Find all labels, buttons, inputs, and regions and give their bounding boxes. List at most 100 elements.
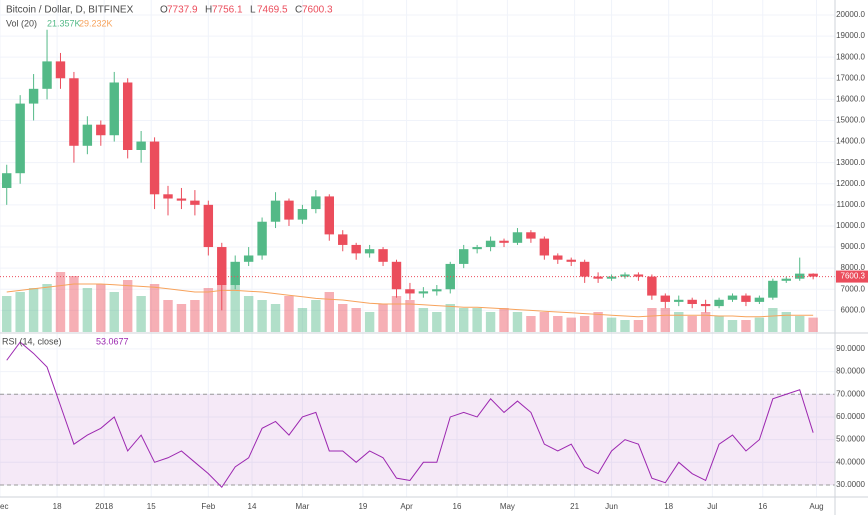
candle-body: [176, 198, 187, 201]
volume-bar: [243, 296, 254, 332]
candle-body: [69, 78, 79, 146]
volume-bar: [15, 292, 25, 332]
candle-body: [687, 299, 697, 305]
candle-body: [633, 274, 644, 277]
candle-body: [472, 247, 482, 250]
candle-body: [539, 238, 550, 256]
candle-body: [136, 141, 146, 150]
rsi-line: [6, 341, 814, 489]
volume-bar: [472, 308, 482, 332]
candle-body: [499, 240, 509, 243]
candle-body: [149, 141, 160, 195]
volume-bar: [82, 288, 93, 332]
candle-body: [606, 276, 617, 279]
candle-body: [42, 61, 52, 89]
volume-bar: [230, 284, 240, 332]
y-tick-label: 9000.0: [841, 242, 866, 251]
candle-body: [660, 295, 671, 302]
volume-bar: [149, 284, 160, 332]
y-tick-label: 19000.0: [836, 31, 865, 40]
y-tick-label: 15000.0: [836, 116, 865, 125]
volume-bar: [284, 296, 294, 332]
volume-bar: [163, 300, 173, 332]
candle-body: [230, 261, 240, 286]
volume-bar: [674, 312, 684, 332]
volume-bar: [391, 296, 402, 332]
last-price-label: 7600.3: [841, 272, 866, 281]
volume-bar: [566, 317, 576, 332]
x-tick-label: May: [500, 502, 515, 511]
volume-bar: [579, 316, 590, 332]
candle-body: [28, 88, 39, 104]
y-tick-label: 70.0000: [836, 389, 865, 398]
volume-bar: [2, 296, 12, 332]
candle-body: [781, 278, 791, 281]
last-price-box: [836, 270, 868, 283]
candle-body: [566, 259, 576, 262]
candle-body: [364, 249, 375, 254]
x-tick-label: Jul: [707, 502, 717, 511]
candle-body: [55, 61, 66, 79]
rsi-band: [0, 394, 835, 485]
x-tick-label: 14: [248, 502, 257, 511]
candle-body: [432, 289, 442, 292]
y-tick-label: 60.0000: [836, 412, 865, 421]
volume-bar: [485, 312, 496, 332]
x-tick-label: 15: [147, 502, 156, 511]
legend: Bitcoin / Dollar, D, BITFINEX Vol (20) 2…: [2, 5, 333, 347]
candle-body: [311, 196, 321, 210]
candle-body: [512, 232, 523, 243]
x-tick-label: Aug: [809, 502, 823, 511]
volume-bar: [257, 300, 267, 332]
rsi-name: RSI (14, close): [2, 336, 62, 346]
rsi-layer: [0, 341, 835, 489]
y-tick-label: 12000.0: [836, 179, 865, 188]
y-tick-label: 14000.0: [836, 137, 865, 146]
volume-bar: [458, 308, 469, 332]
volume-bar: [69, 276, 79, 332]
chart-title: Bitcoin / Dollar, D, BITFINEX: [6, 5, 134, 16]
candle-body: [620, 274, 630, 277]
candle-body: [700, 304, 711, 307]
ohlc-key: C: [295, 5, 302, 16]
volume-bar: [190, 300, 200, 332]
volume-bar: [432, 312, 442, 332]
ohlc-value: 7737.9: [167, 5, 198, 16]
volume-bar: [512, 312, 523, 332]
volume-bar: [311, 300, 321, 332]
ohlc-key: O: [160, 5, 168, 16]
volume-bar: [526, 316, 536, 332]
x-tick-label: ec: [0, 502, 8, 511]
volume-bar: [405, 300, 415, 332]
x-tick-label: Jun: [605, 502, 618, 511]
rsi-value: 53.0677: [96, 336, 129, 346]
volume-bar: [647, 308, 657, 332]
candle-body: [203, 204, 214, 248]
volume-bar: [593, 312, 603, 332]
volume-bar: [42, 284, 52, 332]
x-tick-label: Mar: [296, 502, 310, 511]
ohlc-value: 7469.5: [257, 5, 288, 16]
price-layer: [0, 29, 835, 313]
volume-bar: [768, 308, 778, 332]
volume-bar: [741, 320, 751, 332]
candle-body: [458, 249, 469, 264]
volume-bar: [808, 317, 818, 332]
y-tick-label: 13000.0: [836, 158, 865, 167]
candle-body: [257, 221, 267, 256]
y-tick-label: 30.0000: [836, 480, 865, 489]
candle-body: [15, 103, 25, 174]
y-tick-label: 8000.0: [841, 263, 866, 272]
volume-bar: [714, 316, 724, 332]
candle-body: [338, 234, 348, 245]
candle-body: [243, 255, 254, 262]
volume-bar: [499, 308, 509, 332]
y-tick-label: 20000.0: [836, 10, 865, 19]
candle-body: [485, 240, 496, 248]
candle-body: [2, 173, 12, 188]
x-tick-label: 16: [453, 502, 462, 511]
candle-body: [526, 232, 536, 239]
volume-bar: [324, 292, 334, 332]
